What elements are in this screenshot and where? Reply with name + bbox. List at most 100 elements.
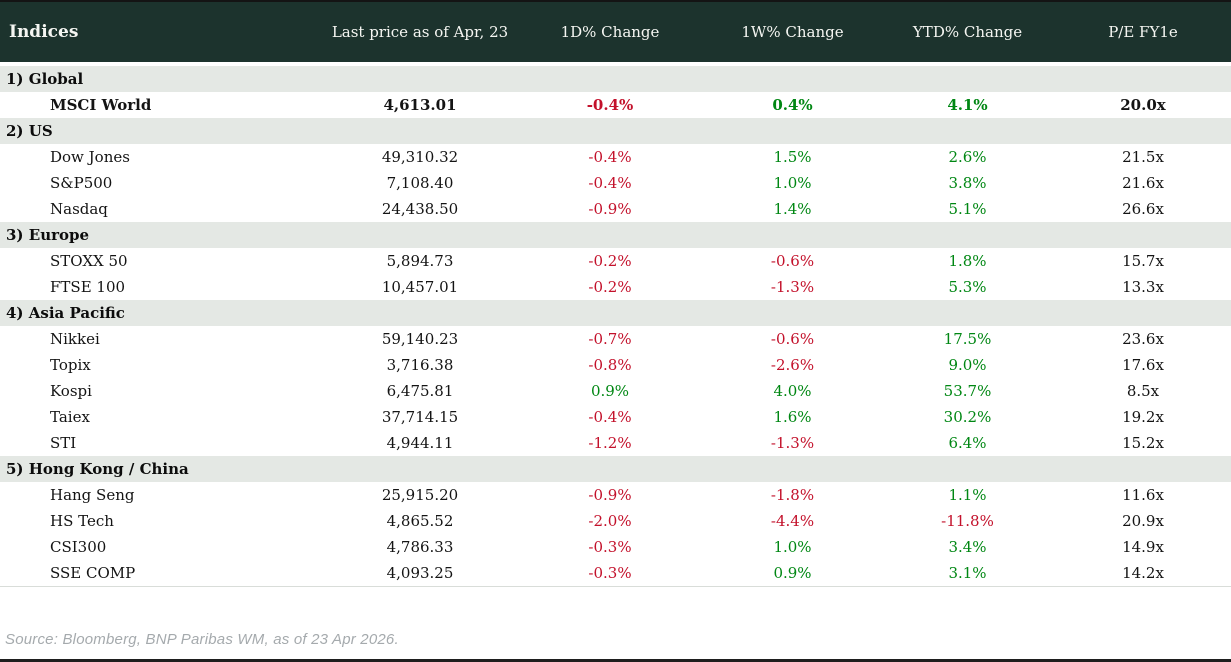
ytd-change-cell: 6.4% (880, 430, 1055, 456)
ytd-change-cell: 4.1% (880, 92, 1055, 118)
column-header-ytd-change: YTD% Change (880, 2, 1055, 62)
index-name: MSCI World (0, 92, 325, 118)
table-row: STOXX 50 5,894.73 -0.2% -0.6% 1.8% 15.7x (0, 248, 1231, 274)
section-row-hk-china: 5) Hong Kong / China (0, 456, 1231, 482)
1d-change-cell: -0.4% (515, 144, 705, 170)
1w-change-cell: 0.4% (705, 92, 880, 118)
header-gap (0, 62, 1231, 66)
index-name: Topix (0, 352, 325, 378)
last-price-cell: 3,716.38 (325, 352, 515, 378)
1w-change-cell: -4.4% (705, 508, 880, 534)
ytd-change-cell: 1.8% (880, 248, 1055, 274)
pe-cell: 23.6x (1055, 326, 1231, 352)
ytd-change-cell: 9.0% (880, 352, 1055, 378)
column-header-1d-change: 1D% Change (515, 2, 705, 62)
section-label: 4) Asia Pacific (0, 300, 1231, 326)
section-row-asia-pacific: 4) Asia Pacific (0, 300, 1231, 326)
1d-change-cell: -0.4% (515, 404, 705, 430)
section-label: 5) Hong Kong / China (0, 456, 1231, 482)
ytd-change-cell: 5.1% (880, 196, 1055, 222)
1w-change-cell: 1.0% (705, 534, 880, 560)
section-label: 1) Global (0, 66, 1231, 92)
ytd-change-cell: -11.8% (880, 508, 1055, 534)
source-note: Source: Bloomberg, BNP Paribas WM, as of… (5, 631, 399, 648)
index-name: STOXX 50 (0, 248, 325, 274)
section-row-us: 2) US (0, 118, 1231, 144)
index-name: Dow Jones (0, 144, 325, 170)
section-label: 2) US (0, 118, 1231, 144)
index-name: S&P500 (0, 170, 325, 196)
1d-change-cell: -0.8% (515, 352, 705, 378)
ytd-change-cell: 53.7% (880, 378, 1055, 404)
1d-change-cell: -0.3% (515, 560, 705, 587)
index-name: SSE COMP (0, 560, 325, 587)
1d-change-cell: -0.9% (515, 196, 705, 222)
pe-cell: 21.5x (1055, 144, 1231, 170)
last-price-cell: 10,457.01 (325, 274, 515, 300)
table-row: Dow Jones 49,310.32 -0.4% 1.5% 2.6% 21.5… (0, 144, 1231, 170)
index-name: HS Tech (0, 508, 325, 534)
ytd-change-cell: 3.8% (880, 170, 1055, 196)
ytd-change-cell: 3.4% (880, 534, 1055, 560)
ytd-change-cell: 5.3% (880, 274, 1055, 300)
index-name: Nikkei (0, 326, 325, 352)
table-row: Nasdaq 24,438.50 -0.9% 1.4% 5.1% 26.6x (0, 196, 1231, 222)
column-header-last-price: Last price as of Apr, 23 (325, 2, 515, 62)
ytd-change-cell: 1.1% (880, 482, 1055, 508)
pe-cell: 14.9x (1055, 534, 1231, 560)
table-row: MSCI World 4,613.01 -0.4% 0.4% 4.1% 20.0… (0, 92, 1231, 118)
1d-change-cell: -1.2% (515, 430, 705, 456)
1d-change-cell: -0.3% (515, 534, 705, 560)
table-title: Indices (0, 2, 325, 62)
section-label: 3) Europe (0, 222, 1231, 248)
last-price-cell: 4,093.25 (325, 560, 515, 587)
pe-cell: 14.2x (1055, 560, 1231, 587)
1w-change-cell: 4.0% (705, 378, 880, 404)
pe-cell: 17.6x (1055, 352, 1231, 378)
table-row: S&P500 7,108.40 -0.4% 1.0% 3.8% 21.6x (0, 170, 1231, 196)
last-price-cell: 4,613.01 (325, 92, 515, 118)
last-price-cell: 4,786.33 (325, 534, 515, 560)
1w-change-cell: 0.9% (705, 560, 880, 587)
last-price-cell: 4,944.11 (325, 430, 515, 456)
1w-change-cell: 1.0% (705, 170, 880, 196)
pe-cell: 19.2x (1055, 404, 1231, 430)
table-row: Topix 3,716.38 -0.8% -2.6% 9.0% 17.6x (0, 352, 1231, 378)
table-row: Kospi 6,475.81 0.9% 4.0% 53.7% 8.5x (0, 378, 1231, 404)
section-row-global: 1) Global (0, 66, 1231, 92)
1d-change-cell: -0.9% (515, 482, 705, 508)
1d-change-cell: -0.4% (515, 170, 705, 196)
pe-cell: 26.6x (1055, 196, 1231, 222)
pe-cell: 20.9x (1055, 508, 1231, 534)
1d-change-cell: -0.4% (515, 92, 705, 118)
table-row: SSE COMP 4,093.25 -0.3% 0.9% 3.1% 14.2x (0, 560, 1231, 587)
index-name: Taiex (0, 404, 325, 430)
index-name: FTSE 100 (0, 274, 325, 300)
1w-change-cell: 1.6% (705, 404, 880, 430)
1w-change-cell: -1.8% (705, 482, 880, 508)
ytd-change-cell: 17.5% (880, 326, 1055, 352)
table-row: Taiex 37,714.15 -0.4% 1.6% 30.2% 19.2x (0, 404, 1231, 430)
1d-change-cell: -0.7% (515, 326, 705, 352)
1w-change-cell: 1.4% (705, 196, 880, 222)
1w-change-cell: -0.6% (705, 326, 880, 352)
index-name: Hang Seng (0, 482, 325, 508)
column-header-pe: P/E FY1e (1055, 2, 1231, 62)
index-name: CSI300 (0, 534, 325, 560)
table-row: STI 4,944.11 -1.2% -1.3% 6.4% 15.2x (0, 430, 1231, 456)
last-price-cell: 59,140.23 (325, 326, 515, 352)
section-row-europe: 3) Europe (0, 222, 1231, 248)
last-price-cell: 49,310.32 (325, 144, 515, 170)
last-price-cell: 4,865.52 (325, 508, 515, 534)
last-price-cell: 25,915.20 (325, 482, 515, 508)
pe-cell: 15.7x (1055, 248, 1231, 274)
table-row: FTSE 100 10,457.01 -0.2% -1.3% 5.3% 13.3… (0, 274, 1231, 300)
1w-change-cell: -0.6% (705, 248, 880, 274)
index-name: Nasdaq (0, 196, 325, 222)
1d-change-cell: -0.2% (515, 248, 705, 274)
last-price-cell: 5,894.73 (325, 248, 515, 274)
1w-change-cell: -1.3% (705, 274, 880, 300)
last-price-cell: 7,108.40 (325, 170, 515, 196)
table-row: Hang Seng 25,915.20 -0.9% -1.8% 1.1% 11.… (0, 482, 1231, 508)
